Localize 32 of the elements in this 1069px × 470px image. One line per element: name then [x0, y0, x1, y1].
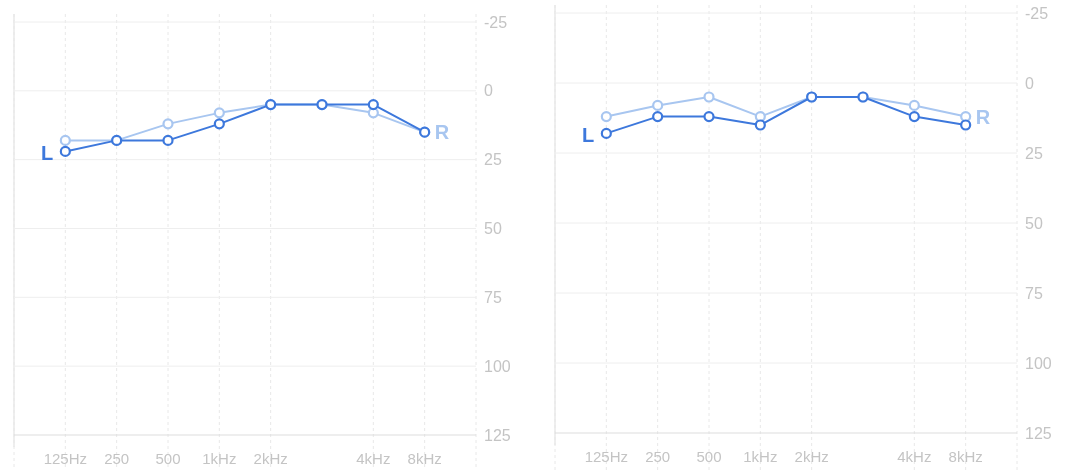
y-tick-label: 0 [484, 82, 493, 100]
y-tick-label: 0 [1025, 74, 1034, 92]
y-tick-label: 25 [1025, 144, 1043, 162]
series-label: L [582, 124, 595, 147]
x-tick-label: 2kHz [794, 448, 829, 465]
y-tick-label: 75 [1025, 284, 1043, 302]
y-tick-label: -25 [1025, 4, 1049, 22]
y-tick-label: 100 [484, 357, 511, 375]
x-tick-label: 4kHz [897, 448, 932, 465]
x-tick-label: 125Hz [584, 448, 629, 465]
x-tick-label: 2kHz [253, 450, 288, 467]
y-tick-label: 100 [1025, 354, 1052, 372]
x-tick-label: 8kHz [407, 450, 442, 467]
x-tick-label: 500 [696, 448, 722, 465]
x-tick-label: 1kHz [202, 450, 237, 467]
x-tick-label: 8kHz [948, 448, 983, 465]
y-tick-label: 75 [484, 288, 502, 306]
x-tick-label: 1kHz [743, 448, 778, 465]
x-tick-label: 125Hz [43, 450, 88, 467]
y-tick-label: 50 [484, 220, 502, 238]
y-tick-label: 25 [484, 151, 502, 169]
series-label: L [41, 142, 54, 165]
x-tick-label: 250 [645, 448, 671, 465]
y-tick-label: 125 [1025, 424, 1052, 442]
x-tick-label: 500 [155, 450, 181, 467]
series-label: R [434, 121, 450, 144]
y-tick-label: -25 [484, 13, 508, 31]
y-tick-label: 125 [484, 426, 511, 444]
y-tick-label: 50 [1025, 214, 1043, 232]
x-tick-label: 250 [104, 450, 130, 467]
x-tick-label: 4kHz [356, 450, 391, 467]
series-label: R [975, 105, 991, 128]
